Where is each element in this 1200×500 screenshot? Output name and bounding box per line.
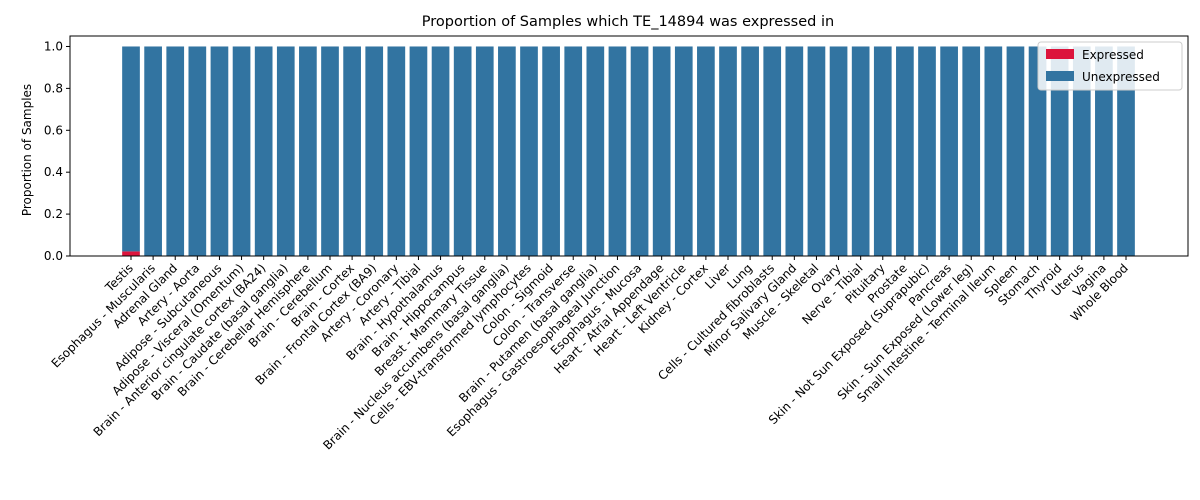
- bar-unexpressed-8: [299, 46, 317, 257]
- bar-unexpressed-35: [896, 46, 914, 257]
- bars-group: [122, 46, 1135, 257]
- chart-title: Proportion of Samples which TE_14894 was…: [422, 14, 834, 30]
- bar-unexpressed-41: [1028, 46, 1047, 257]
- bar-unexpressed-24: [652, 46, 671, 257]
- bar-unexpressed-31: [807, 46, 826, 257]
- bar-unexpressed-26: [697, 46, 715, 257]
- legend-swatch-unexpressed: [1046, 71, 1074, 81]
- bar-unexpressed-36: [918, 46, 936, 257]
- bar-unexpressed-45: [1117, 46, 1135, 257]
- y-tick-label: 1.0: [44, 39, 63, 53]
- plot-frame: [69, 35, 1189, 257]
- bar-unexpressed-17: [498, 46, 516, 257]
- bar-unexpressed-9: [321, 46, 339, 257]
- y-tick-label: 0.6: [44, 123, 63, 137]
- y-axis: 0.0 0.2 0.4 0.6 0.8 1.0: [44, 39, 70, 263]
- bar-unexpressed-25: [674, 46, 693, 257]
- bar-unexpressed-15: [453, 46, 472, 257]
- bar-unexpressed-33: [851, 46, 870, 257]
- bar-unexpressed-4: [210, 46, 229, 257]
- bar-unexpressed-2: [166, 46, 185, 257]
- bar-expressed-0: [122, 251, 140, 256]
- bar-unexpressed-1: [144, 46, 162, 257]
- bar-unexpressed-22: [608, 46, 627, 257]
- bar-unexpressed-21: [586, 46, 605, 257]
- bar-unexpressed-14: [431, 46, 450, 257]
- bar-unexpressed-13: [409, 46, 428, 257]
- bar-unexpressed-38: [962, 46, 981, 257]
- bar-unexpressed-19: [542, 46, 560, 257]
- bar-unexpressed-20: [564, 46, 583, 257]
- bar-unexpressed-37: [940, 46, 958, 257]
- bar-unexpressed-16: [475, 46, 494, 257]
- y-tick-label: 0.2: [44, 207, 63, 221]
- bar-unexpressed-11: [365, 46, 384, 257]
- bar-unexpressed-18: [520, 46, 538, 257]
- legend-label-unexpressed: Unexpressed: [1082, 70, 1160, 84]
- bar-unexpressed-10: [343, 46, 361, 257]
- legend: Expressed Unexpressed: [1037, 41, 1183, 91]
- legend-swatch-expressed: [1046, 49, 1074, 59]
- legend-label-expressed: Expressed: [1082, 48, 1144, 62]
- bar-unexpressed-0: [122, 46, 140, 252]
- bar-unexpressed-28: [741, 46, 759, 257]
- bar-unexpressed-30: [785, 46, 804, 257]
- bar-unexpressed-42: [1050, 46, 1069, 257]
- y-axis-label: Proportion of Samples: [20, 84, 34, 216]
- bar-unexpressed-7: [276, 46, 295, 257]
- bar-unexpressed-3: [188, 46, 207, 257]
- bar-unexpressed-43: [1072, 46, 1091, 257]
- bar-unexpressed-29: [763, 46, 782, 257]
- bar-unexpressed-5: [232, 46, 251, 257]
- bar-unexpressed-23: [630, 46, 649, 257]
- bar-unexpressed-32: [829, 46, 848, 257]
- bar-unexpressed-44: [1095, 46, 1113, 257]
- bar-unexpressed-12: [387, 46, 406, 257]
- y-tick-label: 0.0: [44, 249, 63, 263]
- bar-unexpressed-39: [984, 46, 1003, 257]
- y-tick-label: 0.8: [44, 81, 63, 95]
- bar-unexpressed-34: [873, 46, 892, 257]
- bar-unexpressed-6: [254, 46, 273, 257]
- y-tick-label: 0.4: [44, 165, 63, 179]
- bar-unexpressed-27: [719, 46, 737, 257]
- bar-unexpressed-40: [1006, 46, 1025, 257]
